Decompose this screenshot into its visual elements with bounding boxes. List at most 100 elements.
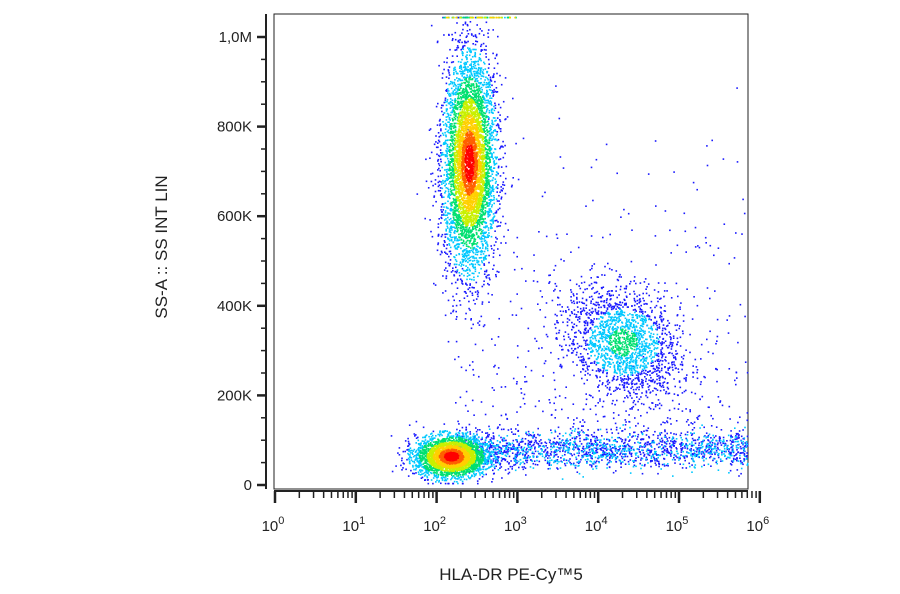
event-point — [720, 444, 723, 446]
event-point — [486, 70, 488, 73]
event-point — [639, 307, 642, 310]
event-point — [481, 431, 483, 433]
event-point — [675, 440, 677, 443]
event-point — [449, 263, 451, 265]
event-point — [480, 251, 483, 253]
event-point — [739, 445, 742, 448]
event-point — [608, 381, 611, 384]
event-point — [576, 293, 578, 295]
event-point — [484, 441, 486, 444]
event-point — [718, 452, 720, 455]
event-point — [605, 375, 608, 378]
event-point — [697, 245, 699, 247]
event-point — [527, 442, 530, 445]
event-point — [585, 444, 588, 447]
event-point — [506, 460, 509, 463]
event-point — [608, 452, 610, 454]
event-point — [622, 306, 624, 308]
event-point — [646, 303, 648, 305]
event-point — [606, 431, 608, 434]
event-point — [497, 138, 500, 141]
event-point — [449, 432, 452, 434]
event-point — [614, 439, 616, 441]
event-point — [612, 412, 615, 414]
event-point — [644, 376, 646, 378]
event-point — [623, 459, 626, 461]
event-point — [530, 447, 533, 449]
event-point — [452, 38, 454, 40]
event-point — [468, 48, 470, 51]
event-point — [676, 352, 679, 355]
event-point — [430, 180, 433, 183]
event-point — [597, 349, 599, 352]
event-point — [495, 219, 498, 222]
event-point — [508, 442, 510, 444]
event-point — [492, 123, 494, 126]
event-point — [644, 463, 646, 466]
event-point — [595, 304, 597, 307]
event-point — [444, 233, 446, 236]
event-point — [579, 445, 581, 447]
event-point — [587, 344, 590, 346]
event-point — [696, 447, 699, 450]
event-point — [600, 334, 603, 336]
event-point — [504, 77, 507, 79]
event-point — [698, 436, 700, 439]
event-point — [604, 313, 606, 316]
event-point — [629, 394, 632, 397]
event-point — [482, 72, 484, 74]
event-point — [545, 445, 547, 447]
event-point — [720, 429, 723, 431]
event-point — [631, 371, 634, 373]
event-point — [448, 244, 451, 246]
event-point — [654, 368, 656, 371]
event-point — [746, 371, 749, 374]
event-point — [613, 365, 616, 368]
event-point — [636, 303, 638, 305]
event-point — [719, 458, 722, 460]
event-point — [451, 82, 454, 85]
event-point — [485, 277, 488, 279]
event-point — [679, 308, 681, 310]
event-point — [599, 322, 601, 325]
event-point — [557, 456, 559, 458]
event-point — [575, 316, 577, 318]
event-point — [590, 282, 593, 285]
event-point — [596, 334, 599, 336]
event-point — [411, 460, 414, 463]
event-point — [494, 156, 497, 158]
event-point — [590, 336, 593, 338]
event-point — [633, 304, 636, 307]
event-point — [720, 460, 722, 462]
event-point — [729, 469, 732, 472]
event-point — [538, 347, 540, 350]
event-point — [656, 382, 658, 385]
event-point — [456, 47, 458, 49]
event-point — [409, 450, 412, 452]
event-point — [441, 77, 444, 79]
event-point — [459, 304, 462, 306]
event-point — [601, 459, 603, 461]
event-point — [625, 445, 627, 448]
event-point — [581, 301, 583, 304]
event-point — [492, 268, 494, 270]
event-point — [612, 361, 614, 364]
event-point — [693, 432, 695, 434]
event-point — [726, 456, 729, 459]
event-point — [628, 391, 631, 394]
event-point — [517, 453, 520, 456]
event-point — [500, 450, 502, 453]
event-point — [422, 472, 425, 475]
event-point — [486, 461, 489, 464]
event-point — [654, 462, 657, 464]
event-point — [495, 162, 498, 165]
event-point — [494, 456, 497, 458]
event-point — [679, 443, 681, 445]
event-point — [728, 368, 731, 370]
event-point — [444, 241, 446, 243]
event-point — [657, 456, 659, 459]
event-point — [601, 443, 604, 446]
event-point — [650, 325, 653, 328]
event-point — [444, 155, 447, 158]
event-point — [541, 455, 544, 458]
